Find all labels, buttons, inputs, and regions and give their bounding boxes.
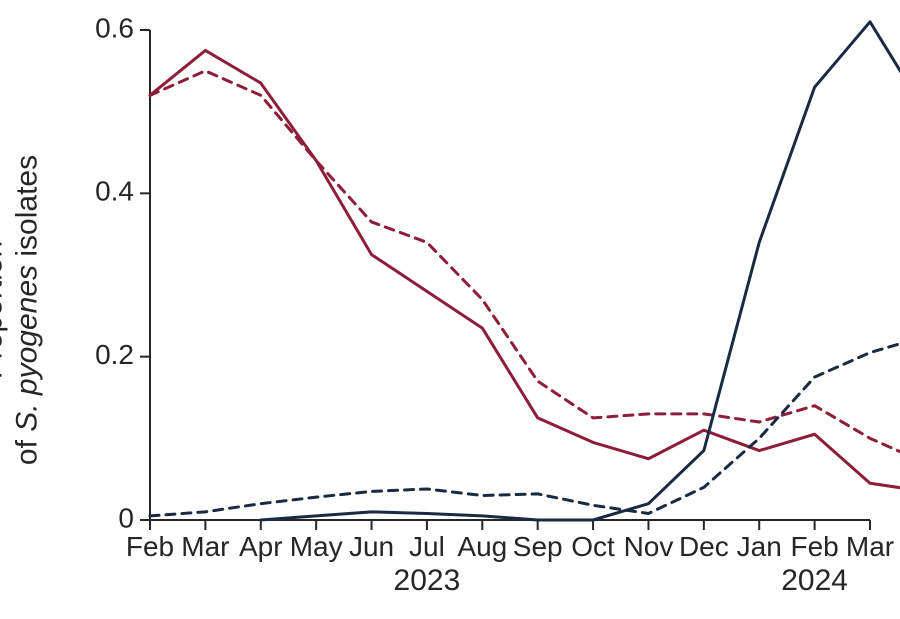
x-tick-label: Apr <box>239 531 283 562</box>
x-tick-label: Mar <box>846 531 894 562</box>
y-axis-label-line1: Proportion <box>0 240 9 378</box>
y-tick-label: 0.6 <box>95 12 134 43</box>
y-axis-label-line2-suffix: isolates <box>10 154 43 264</box>
chart-svg: 00.20.40.6FebMarAprMayJunJulAugSepOctNov… <box>0 0 900 619</box>
series-red-dashed <box>150 71 900 463</box>
x-tick-label: Jun <box>349 531 394 562</box>
y-tick-label: 0.2 <box>95 339 134 370</box>
x-year-label: 2023 <box>394 564 461 597</box>
x-tick-label: Sep <box>513 531 563 562</box>
x-tick-label: May <box>290 531 343 562</box>
x-tick-label: Feb <box>790 531 838 562</box>
y-tick-label: 0.4 <box>95 176 134 207</box>
x-tick-label: Aug <box>457 531 507 562</box>
x-tick-label: Mar <box>181 531 229 562</box>
y-axis-label-line2-italic: S. pyogenes <box>10 264 43 431</box>
y-axis-label: Proportion of S. pyogenes isolates <box>0 154 45 464</box>
x-tick-label: Dec <box>679 531 729 562</box>
y-tick-label: 0 <box>118 502 134 533</box>
series-navy-solid <box>261 22 900 520</box>
chart-container: Proportion of S. pyogenes isolates 0 0.2 0… <box>0 0 900 619</box>
series-red-solid <box>150 50 900 491</box>
x-tick-label: Oct <box>571 531 615 562</box>
y-axis-label-line2-prefix: of <box>10 431 43 464</box>
x-tick-label: Nov <box>624 531 674 562</box>
x-tick-label: Jul <box>409 531 445 562</box>
x-tick-label: Feb <box>126 531 174 562</box>
x-tick-label: Jan <box>737 531 782 562</box>
x-year-label: 2024 <box>781 564 848 597</box>
